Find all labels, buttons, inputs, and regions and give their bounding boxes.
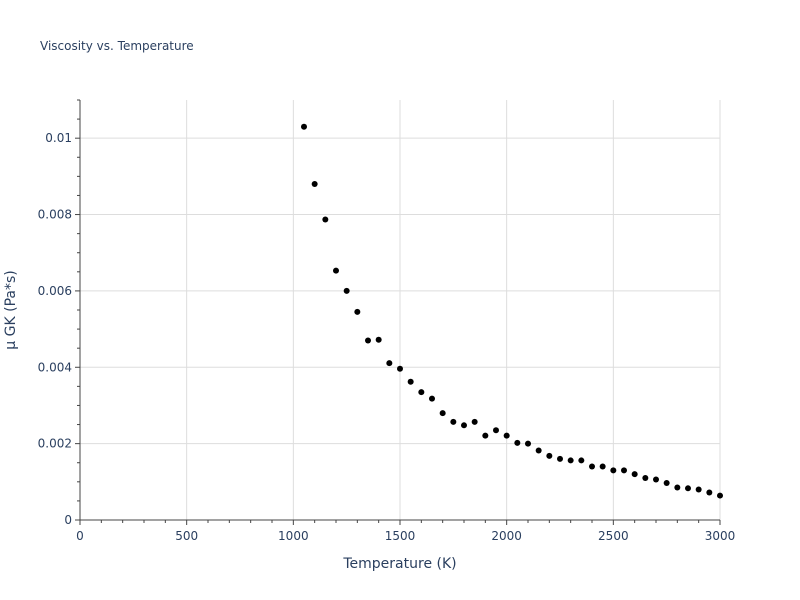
x-ticks: 0 500 1000 1500 2000 2500 3000 xyxy=(76,520,735,543)
x-tick-label: 1500 xyxy=(385,529,416,543)
data-point xyxy=(450,418,457,425)
y-tick-label: 0 xyxy=(64,513,72,527)
y-tick-label: 0.006 xyxy=(38,284,72,298)
x-tick-label: 500 xyxy=(175,529,198,543)
data-point xyxy=(493,427,499,434)
data-point xyxy=(503,432,510,439)
data-point xyxy=(535,447,542,454)
x-tick-label: 2500 xyxy=(598,529,629,543)
x-tick-label: 0 xyxy=(76,529,84,543)
y-tick-label: 0.008 xyxy=(38,208,72,222)
y-tick-label: 0.002 xyxy=(38,437,72,451)
data-point xyxy=(386,360,393,367)
x-tick-label: 3000 xyxy=(705,529,736,543)
data-point xyxy=(322,216,329,223)
data-point xyxy=(365,337,371,344)
data-point xyxy=(567,457,574,464)
data-point xyxy=(429,395,435,402)
y-tick-label: 0.01 xyxy=(45,131,72,145)
data-point xyxy=(653,476,659,483)
y-tick-label: 0.004 xyxy=(38,360,72,374)
data-point xyxy=(375,336,382,343)
data-point xyxy=(418,389,425,396)
data-point xyxy=(695,486,702,493)
data-point xyxy=(343,287,350,294)
data-point xyxy=(674,484,681,491)
data-point xyxy=(685,485,691,492)
data-point xyxy=(439,410,446,417)
data-point xyxy=(557,455,563,462)
data-point xyxy=(578,457,585,464)
data-point xyxy=(525,440,531,447)
data-point xyxy=(642,475,649,481)
data-point xyxy=(706,489,713,496)
y-ticks: 0 0.002 0.004 0.006 0.008 0.01 xyxy=(38,99,80,527)
data-point xyxy=(514,439,521,446)
data-point xyxy=(461,422,467,429)
data-point xyxy=(333,267,339,274)
x-tick-label: 1000 xyxy=(278,529,309,543)
grid xyxy=(80,100,721,520)
data-point xyxy=(599,463,606,470)
data-point xyxy=(301,123,307,130)
data-point xyxy=(407,378,414,385)
data-point xyxy=(546,452,553,459)
data-point xyxy=(717,492,723,499)
data-point xyxy=(482,432,489,439)
data-point xyxy=(589,463,595,470)
x-tick-label: 2000 xyxy=(491,529,522,543)
data-points xyxy=(301,123,723,499)
y-axis-title: μ GK (Pa*s) xyxy=(3,270,19,349)
chart-title: Viscosity vs. Temperature xyxy=(40,39,194,53)
data-point xyxy=(354,308,361,315)
data-point xyxy=(631,471,638,478)
data-point xyxy=(397,365,403,372)
data-point xyxy=(663,479,670,486)
data-point xyxy=(621,467,627,474)
data-point xyxy=(610,467,617,474)
data-point xyxy=(311,181,318,187)
x-axis-title: Temperature (K) xyxy=(342,556,456,572)
data-point xyxy=(471,418,478,425)
